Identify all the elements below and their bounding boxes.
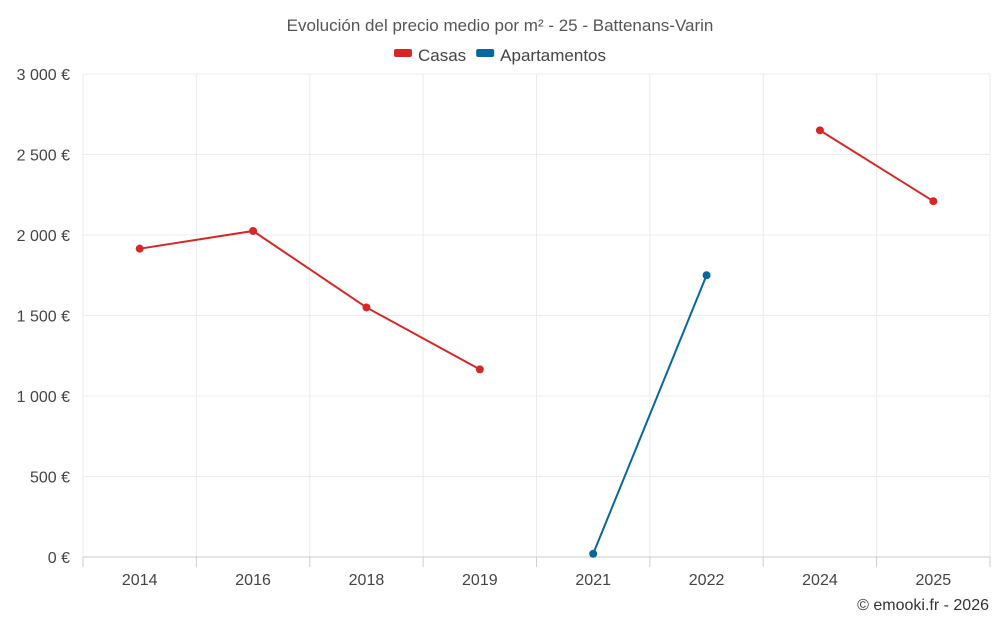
y-tick-label: 0 € (48, 550, 70, 567)
x-tick-label: 2022 (689, 572, 725, 589)
y-tick-label: 500 € (30, 470, 70, 487)
chart-title: Evolución del precio medio por m² - 25 -… (287, 16, 714, 35)
x-tick-label: 2021 (575, 572, 611, 589)
series-line (819, 129, 934, 203)
legend-swatch (476, 49, 495, 57)
y-tick-label: 1 500 € (17, 309, 70, 326)
data-point[interactable] (362, 303, 371, 312)
legend-swatch (393, 49, 412, 57)
axes: 0 € 500 € 1 000 € 1 500 € 2 000 € 2 500 € 3 00… (17, 67, 991, 589)
data-point[interactable] (929, 197, 938, 206)
y-tick-label: 1 000 € (17, 389, 70, 406)
x-tick-label: 2018 (349, 572, 385, 589)
series-line (139, 229, 481, 371)
legend-item[interactable]: Casas (393, 46, 466, 65)
series-casas (135, 126, 938, 374)
series-layer (135, 126, 938, 558)
data-point[interactable] (249, 226, 258, 235)
legend-label: Apartamentos (500, 46, 606, 65)
credit-text: © emooki.fr - 2026 (857, 597, 989, 614)
y-tick-label: 2 500 € (17, 148, 70, 165)
legend: Casas Apartamentos (393, 46, 606, 65)
series-line (592, 274, 708, 555)
x-tick-label: 2024 (802, 572, 838, 589)
y-tick-label: 3 000 € (17, 67, 70, 84)
data-point[interactable] (815, 126, 824, 135)
x-tick-label: 2016 (235, 572, 271, 589)
x-tick-label: 2014 (122, 572, 158, 589)
data-point[interactable] (135, 244, 144, 253)
legend-label: Casas (418, 46, 466, 65)
x-tick-label: 2019 (462, 572, 498, 589)
series-apartamentos (589, 271, 711, 558)
y-tick-label: 2 000 € (17, 228, 70, 245)
data-point[interactable] (589, 549, 598, 558)
legend-item[interactable]: Apartamentos (476, 46, 606, 65)
grid (82, 73, 991, 558)
data-point[interactable] (475, 365, 484, 374)
x-tick-label: 2025 (916, 572, 952, 589)
data-point[interactable] (702, 271, 711, 280)
